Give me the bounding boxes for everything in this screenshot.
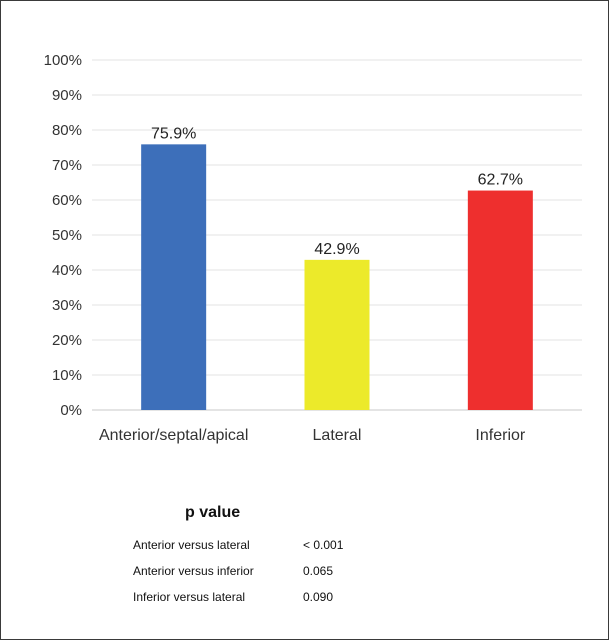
p-value-comparison: Inferior versus lateral (133, 590, 246, 604)
bar (141, 144, 207, 410)
p-value-value: 0.090 (303, 590, 334, 604)
y-tick-label: 100% (44, 52, 82, 69)
data-label: 42.9% (314, 241, 359, 258)
x-category-label: Inferior (475, 427, 525, 444)
y-tick-label: 40% (52, 262, 82, 279)
bar (467, 190, 533, 410)
y-tick-label: 90% (52, 87, 82, 104)
y-tick-label: 20% (52, 332, 82, 349)
y-tick-label: 60% (52, 192, 82, 209)
p-value-value: 0.065 (303, 564, 334, 578)
p-value-title: p value (185, 504, 241, 521)
y-tick-label: 70% (52, 157, 82, 174)
y-tick-label: 50% (52, 227, 82, 244)
p-value-comparison: Anterior versus lateral (133, 538, 250, 552)
p-value-value: < 0.001 (303, 538, 344, 552)
data-label: 75.9% (151, 125, 196, 142)
bar (304, 259, 370, 410)
x-category-label: Anterior/septal/apical (99, 427, 248, 444)
y-tick-label: 10% (52, 367, 82, 384)
bar-chart: 0% 10% 20% 30% 40% 50% 60% 70% 80% 90% 100% 75.9% An… (44, 52, 582, 444)
data-label: 62.7% (478, 172, 523, 189)
y-tick-label: 0% (60, 402, 82, 419)
x-category-label: Lateral (313, 427, 362, 444)
p-value-comparison: Anterior versus inferior (133, 564, 254, 578)
y-tick-label: 80% (52, 122, 82, 139)
y-tick-label: 30% (52, 297, 82, 314)
